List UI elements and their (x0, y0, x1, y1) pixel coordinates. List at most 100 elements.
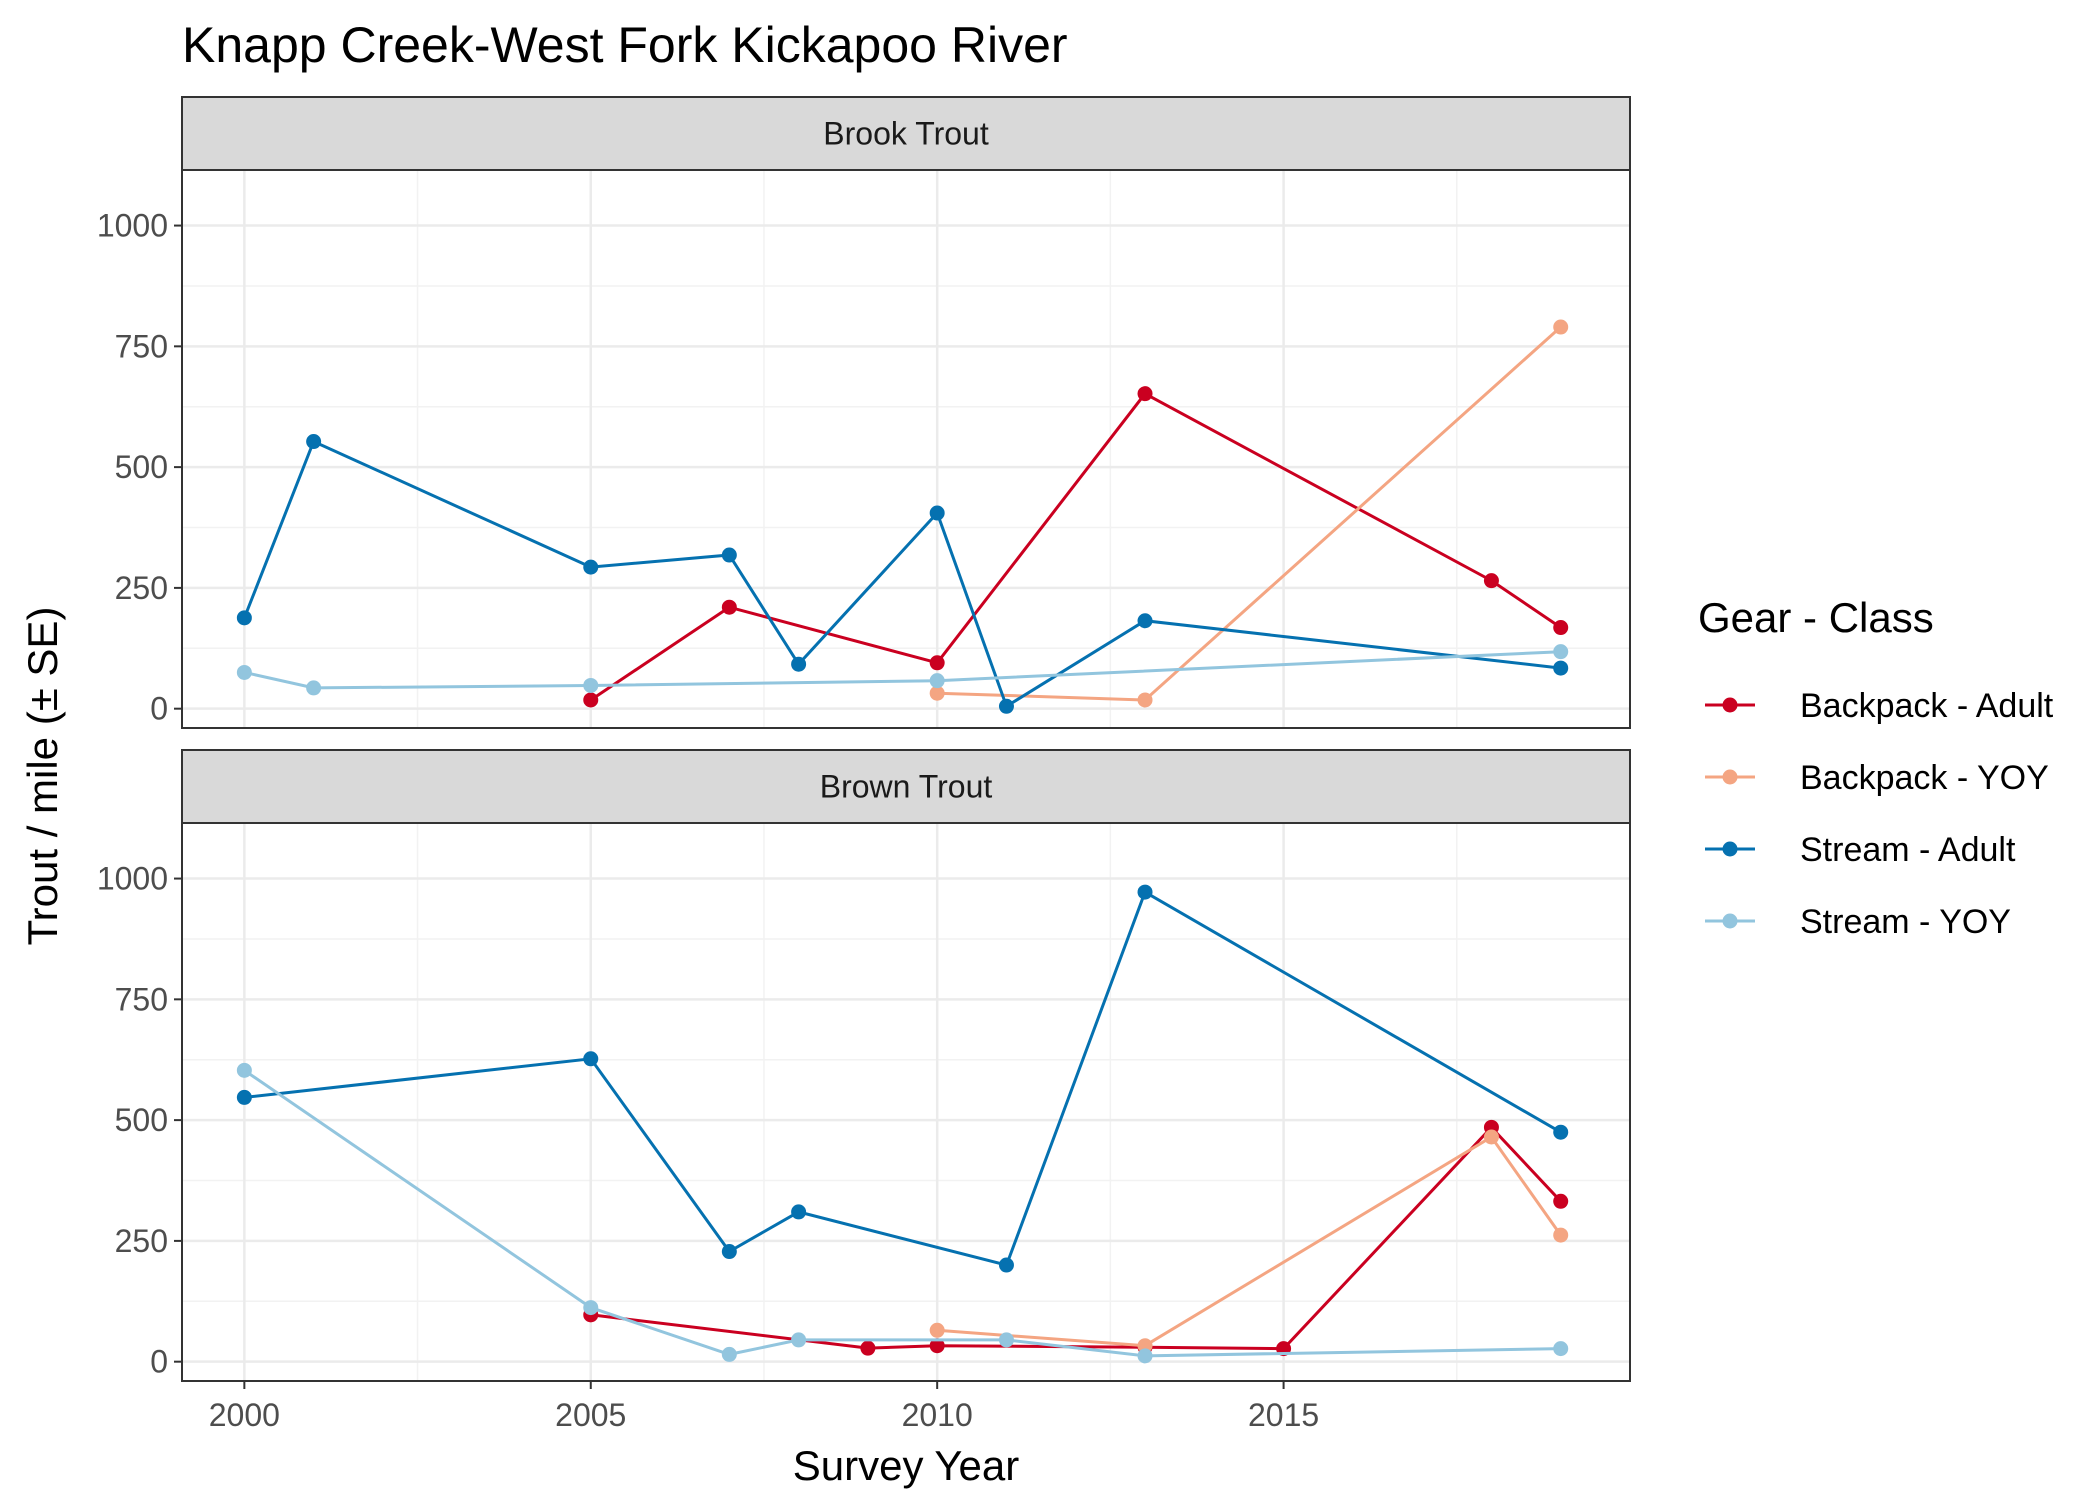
data-point (721, 547, 737, 563)
data-point (1553, 1193, 1569, 1209)
y-tick-label: 250 (115, 1223, 168, 1259)
y-tick-label: 1000 (97, 861, 168, 897)
y-tick-label: 500 (115, 1102, 168, 1138)
data-point (236, 1089, 252, 1105)
gridlines (182, 170, 1630, 728)
legend-item-backpack-adult: Backpack - Adult (1705, 687, 2054, 725)
y-tick-label: 0 (150, 691, 168, 727)
legend-key-point (1722, 913, 1738, 929)
panel-brown-trout: Brown Trout 0 250 500 750 1000 2000 2005 2010 201… (97, 749, 1631, 1433)
data-point (929, 1322, 945, 1338)
data-point (306, 434, 322, 450)
legend-item-backpack-yoy: Backpack - YOY (1705, 759, 2049, 797)
data-point (236, 1062, 252, 1078)
legend-item-stream-adult: Stream - Adult (1705, 831, 2016, 869)
data-point (583, 1051, 599, 1067)
data-point (1137, 884, 1153, 900)
data-point (860, 1340, 876, 1356)
x-axis-title: Survey Year (793, 1442, 1020, 1489)
data-point (929, 655, 945, 671)
chart-title: Knapp Creek-West Fork Kickapoo River (182, 17, 1068, 73)
series-stream-adult (236, 434, 1569, 714)
data-point (1483, 1129, 1499, 1145)
series-line (937, 1134, 1562, 1348)
data-point (721, 1346, 737, 1362)
panel-brook-trout: Brook Trout 0 250 500 750 1000 (97, 96, 1631, 729)
data-point (1553, 1124, 1569, 1140)
series-backpack-adult (583, 386, 1569, 708)
series-stream-yoy (236, 1062, 1569, 1364)
data-point (998, 1332, 1014, 1348)
data-point (998, 698, 1014, 714)
y-tick-label: 250 (115, 570, 168, 606)
data-point (236, 610, 252, 626)
data-point (1553, 319, 1569, 335)
data-point (1137, 386, 1153, 402)
data-point (929, 1338, 945, 1354)
series-line (937, 325, 1562, 702)
legend-label: Backpack - Adult (1800, 687, 2054, 725)
data-point (791, 1332, 807, 1348)
legend-key-point (1722, 841, 1738, 857)
data-point (583, 677, 599, 693)
legend-item-stream-yoy: Stream - YOY (1705, 903, 2011, 941)
y-tick-label: 0 (150, 1344, 168, 1380)
series-line (244, 889, 1562, 1267)
data-point (1483, 573, 1499, 589)
data-point (1553, 644, 1569, 660)
panel-border (181, 169, 1631, 729)
data-point (1553, 660, 1569, 676)
series-line (589, 391, 1562, 702)
data-point (583, 1300, 599, 1316)
legend-key-point (1722, 697, 1738, 713)
x-tick-label: 2010 (902, 1397, 973, 1433)
series-stream-adult (236, 884, 1569, 1273)
data-point (929, 673, 945, 689)
data-point (998, 1257, 1014, 1273)
y-axis-title: Trout / mile (± SE) (19, 607, 66, 946)
series-line (590, 1125, 1562, 1351)
y-tick-label: 750 (115, 981, 168, 1017)
panel-strip-label: Brook Trout (823, 116, 989, 152)
legend-items: Backpack - Adult Backpack - YOY Stream - A… (1705, 687, 2054, 941)
series-line (243, 439, 1561, 709)
y-tick-label: 750 (115, 328, 168, 364)
data-point (236, 664, 252, 680)
data-point (1137, 1348, 1153, 1364)
panel-strip (181, 96, 1631, 171)
data-point (1553, 620, 1569, 636)
series-stream-yoy (236, 644, 1569, 696)
x-tick-label: 2005 (555, 1397, 626, 1433)
y-tick-label: 500 (115, 449, 168, 485)
data-point (721, 599, 737, 615)
series-backpack-yoy (929, 319, 1569, 708)
data-point (791, 656, 807, 672)
legend-key-point (1722, 769, 1738, 785)
gridlines (182, 823, 1630, 1381)
x-tick-label: 2015 (1248, 1397, 1319, 1433)
data-point (1137, 613, 1153, 629)
panel-strip (181, 749, 1631, 824)
legend-title: Gear - Class (1698, 594, 1934, 641)
legend-label: Stream - YOY (1800, 903, 2011, 941)
data-point (1553, 1227, 1569, 1243)
series-backpack-adult (583, 1119, 1569, 1357)
series-line (244, 650, 1561, 690)
data-point (1553, 1341, 1569, 1357)
panel-strip-label: Brown Trout (820, 769, 993, 805)
data-point (583, 692, 599, 708)
x-tick-label: 2000 (209, 1397, 280, 1433)
data-point (721, 1244, 737, 1260)
panel-border (181, 822, 1631, 1382)
data-point (583, 559, 599, 575)
legend-label: Backpack - YOY (1800, 759, 2049, 797)
y-tick-label: 1000 (97, 208, 168, 244)
data-point (306, 680, 322, 696)
panels: Brook Trout 0 250 500 750 1000 Brown Trout 0 250… (97, 96, 1631, 1433)
legend-label: Stream - Adult (1800, 831, 2016, 869)
data-point (1137, 692, 1153, 708)
data-point (791, 1204, 807, 1220)
data-point (929, 685, 945, 701)
